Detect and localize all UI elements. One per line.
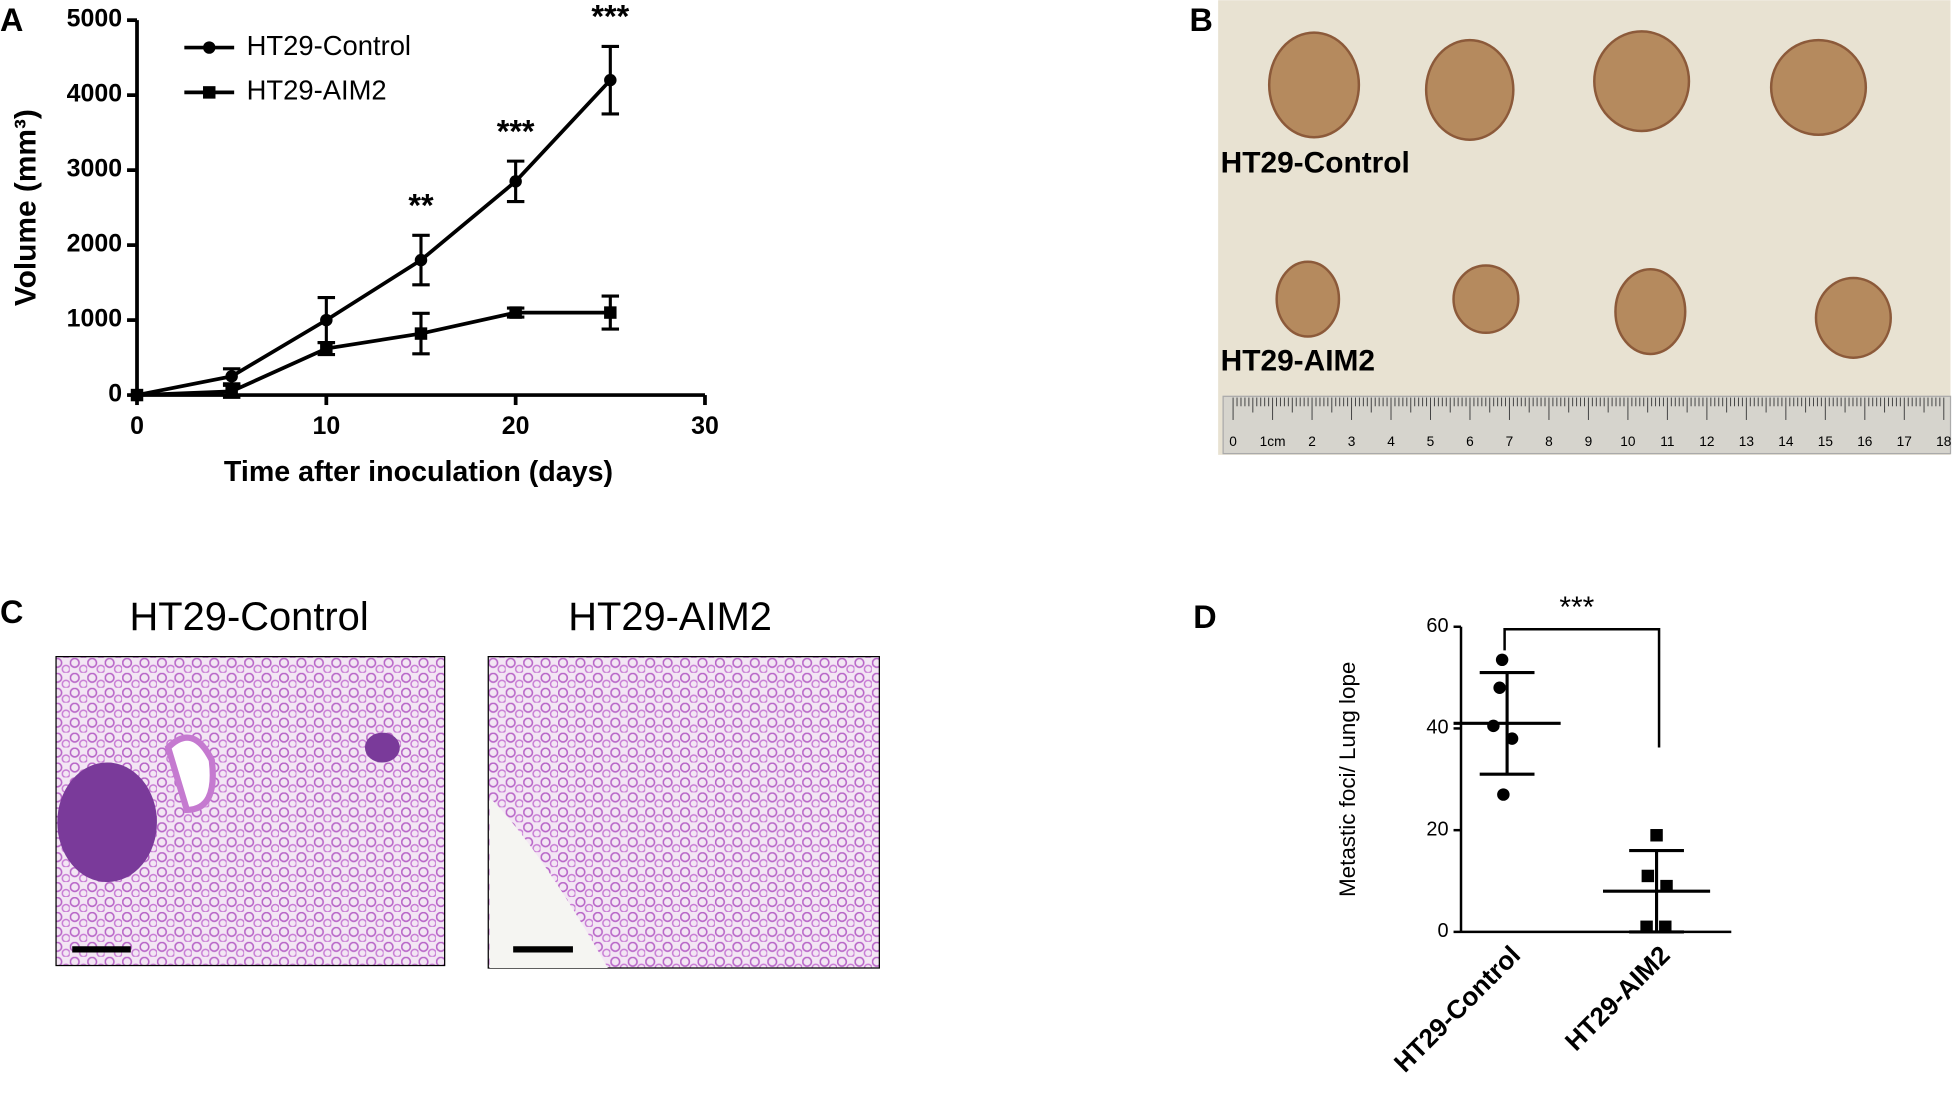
marker bbox=[225, 385, 238, 398]
annotation: *** bbox=[497, 113, 535, 149]
marker bbox=[320, 342, 333, 355]
marker bbox=[203, 41, 216, 54]
marker bbox=[604, 306, 617, 319]
ruler-label: 6 bbox=[1466, 434, 1474, 449]
ruler-label: 10 bbox=[1620, 434, 1636, 449]
ruler-marks: 0 1cm 2 3 4 5 6 7 8 9 10 11 12 13 14 15 16 17 18 bbox=[1229, 397, 1952, 449]
marker bbox=[509, 306, 522, 319]
panel-label: C bbox=[0, 594, 23, 630]
line bbox=[136, 310, 611, 397]
marker bbox=[1660, 879, 1673, 893]
ruler-label: 16 bbox=[1857, 434, 1873, 449]
micrograph-title: HT29-Control bbox=[130, 595, 369, 639]
y-tick-label: 1000 bbox=[67, 305, 122, 333]
marker bbox=[414, 253, 428, 267]
marker bbox=[1650, 829, 1663, 842]
x-tick-label: 10 bbox=[312, 412, 340, 440]
ruler-label: 8 bbox=[1545, 434, 1553, 449]
marker bbox=[1505, 732, 1519, 745]
y-tick-label: 3000 bbox=[67, 155, 122, 183]
panel-label: B bbox=[1189, 2, 1212, 38]
y-tick-label: 60 bbox=[1426, 615, 1448, 637]
ruler-label: 7 bbox=[1506, 434, 1514, 449]
significance: *** bbox=[1559, 591, 1594, 624]
y-tick-label: 0 bbox=[1437, 920, 1448, 942]
marker bbox=[320, 313, 333, 327]
significance-bracket bbox=[1503, 627, 1661, 748]
panel-label: A bbox=[0, 2, 23, 38]
y-tick-label: 40 bbox=[1426, 717, 1448, 739]
marker bbox=[1641, 869, 1655, 883]
marker bbox=[203, 86, 216, 99]
ruler-label: 3 bbox=[1348, 434, 1356, 449]
marker bbox=[509, 175, 522, 188]
background bbox=[489, 797, 608, 969]
ruler-label: 2 bbox=[1308, 434, 1316, 449]
ruler-label: 15 bbox=[1818, 434, 1834, 449]
ruler-label: 1cm bbox=[1260, 434, 1286, 449]
marker bbox=[1495, 653, 1509, 667]
tumors bbox=[1267, 30, 1892, 359]
y-tick-label: 5000 bbox=[67, 5, 122, 33]
photo-label: HT29-Control bbox=[1221, 147, 1410, 180]
x-tick-label: HT29-AIM2 bbox=[1559, 940, 1676, 1057]
marker bbox=[225, 370, 238, 383]
marker bbox=[1493, 681, 1506, 694]
x-tick-label: 20 bbox=[502, 412, 530, 440]
ruler-label: 17 bbox=[1897, 434, 1912, 449]
marker bbox=[130, 388, 144, 402]
ruler-label: 9 bbox=[1585, 434, 1593, 449]
y-tick-label: 4000 bbox=[67, 80, 122, 108]
marker bbox=[1640, 920, 1653, 934]
x-tick-label: 0 bbox=[130, 412, 144, 440]
ruler-label: 12 bbox=[1699, 434, 1714, 449]
annotation: ** bbox=[408, 187, 434, 223]
ruler-label: 11 bbox=[1660, 434, 1674, 449]
panel-label: D bbox=[1193, 599, 1216, 635]
legend-label: HT29-Control bbox=[247, 30, 411, 61]
tumor-focus bbox=[364, 732, 400, 763]
y-tick-label: 20 bbox=[1426, 818, 1448, 840]
ruler-label: 13 bbox=[1739, 434, 1755, 449]
ruler-label: 14 bbox=[1778, 434, 1794, 449]
line bbox=[136, 78, 612, 397]
photo-label: HT29-AIM2 bbox=[1221, 345, 1375, 378]
legend-label: HT29-AIM2 bbox=[247, 75, 387, 106]
y-axis-label: Volume (mm³) bbox=[9, 109, 42, 306]
marker bbox=[1659, 920, 1672, 934]
y-tick-label: 0 bbox=[108, 380, 122, 408]
annotation: *** bbox=[591, 0, 629, 35]
x-axis-label: Time after inoculation (days) bbox=[224, 456, 613, 488]
x-tick-label: HT29-Control bbox=[1388, 940, 1526, 1078]
x-tick-label: 30 bbox=[691, 412, 719, 440]
marker bbox=[604, 73, 617, 87]
micrograph-title: HT29-AIM2 bbox=[568, 595, 772, 639]
ruler-label: 18 bbox=[1936, 434, 1952, 449]
vessel bbox=[164, 734, 216, 813]
marker bbox=[1487, 719, 1500, 733]
y-tick-label: 2000 bbox=[67, 230, 122, 258]
ruler-label: 0 bbox=[1229, 434, 1237, 449]
tumor-focus bbox=[57, 762, 157, 883]
ruler-label: 4 bbox=[1387, 434, 1395, 449]
y-axis-label: Metastic foci/ Lung lope bbox=[1335, 662, 1360, 897]
marker bbox=[1497, 788, 1510, 801]
ruler-label: 5 bbox=[1427, 434, 1435, 449]
marker bbox=[414, 327, 428, 340]
